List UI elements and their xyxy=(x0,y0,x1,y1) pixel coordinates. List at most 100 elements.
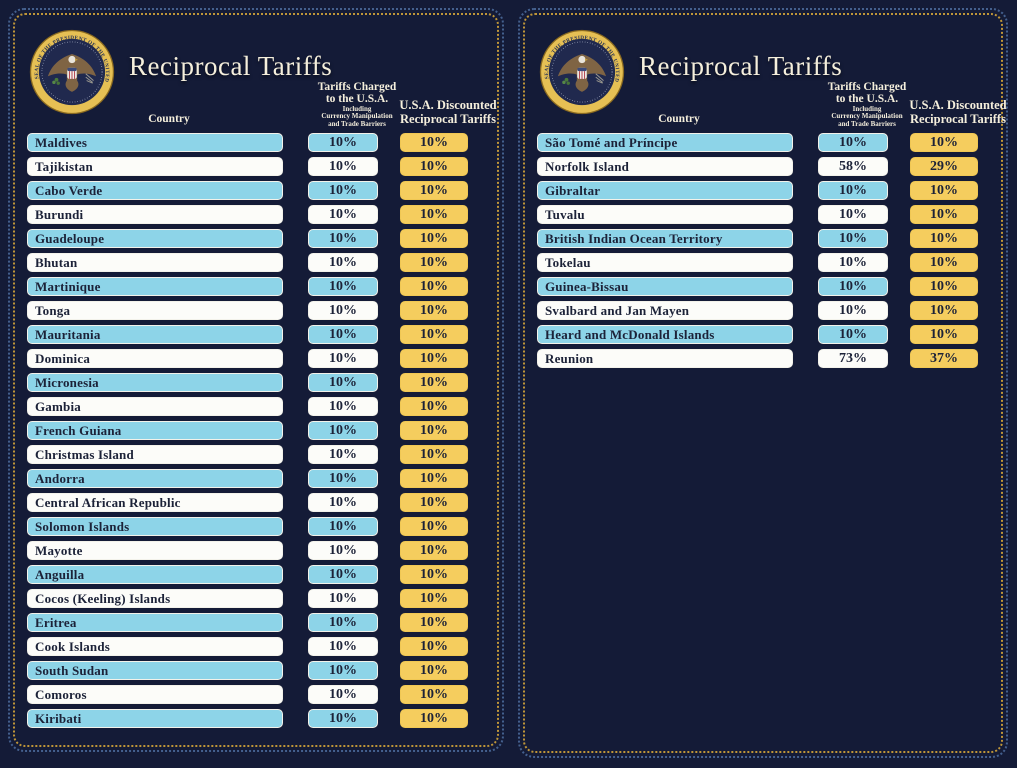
table-row: Cabo Verde 10% 10% xyxy=(27,181,489,200)
discounted-cell: 10% xyxy=(400,685,468,704)
table-row: Mauritania 10% 10% xyxy=(27,325,489,344)
discounted-cell: 10% xyxy=(910,229,978,248)
charged-cell: 10% xyxy=(308,253,378,272)
country-cell: Mauritania xyxy=(27,325,283,344)
charged-cell: 10% xyxy=(818,253,888,272)
country-label: Tuvalu xyxy=(545,206,585,222)
board-title: Reciprocal Tariffs xyxy=(639,51,843,81)
country-cell: Cabo Verde xyxy=(27,181,283,200)
country-label: Eritrea xyxy=(35,614,77,630)
column-header-charged: Tariffs Charged to the U.S.A. Including … xyxy=(317,80,397,128)
table-row: Tokelau 10% 10% xyxy=(537,253,993,272)
charged-cell: 10% xyxy=(308,445,378,464)
table-row: Svalbard and Jan Mayen 10% 10% xyxy=(537,301,993,320)
discounted-cell: 10% xyxy=(400,301,468,320)
table-row: Reunion 73% 37% xyxy=(537,349,993,368)
country-label: Guinea-Bissau xyxy=(545,278,629,294)
country-cell: Bhutan xyxy=(27,253,283,272)
charged-cell: 73% xyxy=(818,349,888,368)
table-row: Guinea-Bissau 10% 10% xyxy=(537,277,993,296)
tariff-rows: Maldives 10% 10% Tajikistan 10% 10% Cabo… xyxy=(27,133,489,728)
discounted-cell: 10% xyxy=(400,565,468,584)
discounted-cell: 10% xyxy=(910,205,978,224)
country-label: Mayotte xyxy=(35,542,83,558)
country-label: Cook Islands xyxy=(35,638,111,654)
table-row: Gibraltar 10% 10% xyxy=(537,181,993,200)
table-row: Kiribati 10% 10% xyxy=(27,709,489,728)
charged-cell: 10% xyxy=(308,589,378,608)
column-header-discounted: U.S.A. Discounted Reciprocal Tariffs xyxy=(399,98,497,126)
charged-cell: 10% xyxy=(308,181,378,200)
country-cell: Tokelau xyxy=(537,253,793,272)
country-cell: Svalbard and Jan Mayen xyxy=(537,301,793,320)
country-label: Martinique xyxy=(35,278,101,294)
column-header-discounted: U.S.A. Discounted Reciprocal Tariffs xyxy=(909,98,1007,126)
country-label: Norfolk Island xyxy=(545,158,630,174)
discounted-cell: 29% xyxy=(910,157,978,176)
country-label: Tokelau xyxy=(545,254,591,270)
country-cell: British Indian Ocean Territory xyxy=(537,229,793,248)
table-row: French Guiana 10% 10% xyxy=(27,421,489,440)
table-row: Bhutan 10% 10% xyxy=(27,253,489,272)
discounted-cell: 10% xyxy=(400,157,468,176)
charged-cell: 10% xyxy=(308,637,378,656)
country-label: Cocos (Keeling) Islands xyxy=(35,590,171,606)
charged-cell: 10% xyxy=(818,301,888,320)
charged-cell: 10% xyxy=(818,181,888,200)
country-cell: Gibraltar xyxy=(537,181,793,200)
charged-cell: 10% xyxy=(308,229,378,248)
charged-cell: 10% xyxy=(308,493,378,512)
country-label: Bhutan xyxy=(35,254,78,270)
board-title: Reciprocal Tariffs xyxy=(129,51,333,81)
country-label: Gambia xyxy=(35,398,81,414)
country-label: Mauritania xyxy=(35,326,101,342)
discounted-cell: 10% xyxy=(400,133,468,152)
table-row: Tajikistan 10% 10% xyxy=(27,157,489,176)
country-cell: Tuvalu xyxy=(537,205,793,224)
table-row: Norfolk Island 58% 29% xyxy=(537,157,993,176)
country-label: Svalbard and Jan Mayen xyxy=(545,302,690,318)
table-row: Tonga 10% 10% xyxy=(27,301,489,320)
discounted-cell: 10% xyxy=(400,181,468,200)
table-row: Maldives 10% 10% xyxy=(27,133,489,152)
tariff-rows: São Tomé and Príncipe 10% 10% Norfolk Is… xyxy=(537,133,993,368)
board-header: SEAL OF THE PRESIDENT OF THE UNITED STAT… xyxy=(537,23,1007,128)
discounted-cell: 10% xyxy=(910,325,978,344)
table-row: Christmas Island 10% 10% xyxy=(27,445,489,464)
country-cell: Maldives xyxy=(27,133,283,152)
discounted-cell: 10% xyxy=(400,205,468,224)
table-row: South Sudan 10% 10% xyxy=(27,661,489,680)
table-row: Central African Republic 10% 10% xyxy=(27,493,489,512)
table-row: Eritrea 10% 10% xyxy=(27,613,489,632)
discounted-cell: 10% xyxy=(400,397,468,416)
charged-cell: 10% xyxy=(308,469,378,488)
table-row: Gambia 10% 10% xyxy=(27,397,489,416)
discounted-cell: 10% xyxy=(910,133,978,152)
discounted-cell: 10% xyxy=(400,445,468,464)
country-label: Anguilla xyxy=(35,566,85,582)
country-label: Heard and McDonald Islands xyxy=(545,326,715,342)
country-cell: Kiribati xyxy=(27,709,283,728)
country-label: Tonga xyxy=(35,302,71,318)
country-cell: Gambia xyxy=(27,397,283,416)
discounted-cell: 10% xyxy=(400,325,468,344)
charged-cell: 10% xyxy=(308,301,378,320)
table-row: Heard and McDonald Islands 10% 10% xyxy=(537,325,993,344)
country-label: Christmas Island xyxy=(35,446,134,462)
country-label: Tajikistan xyxy=(35,158,93,174)
table-row: Anguilla 10% 10% xyxy=(27,565,489,584)
discounted-cell: 10% xyxy=(400,709,468,728)
country-cell: Tajikistan xyxy=(27,157,283,176)
country-cell: Guadeloupe xyxy=(27,229,283,248)
column-header-charged: Tariffs Charged to the U.S.A. Including … xyxy=(827,80,907,128)
charged-cell: 10% xyxy=(308,325,378,344)
country-label: Burundi xyxy=(35,206,84,222)
board-header: SEAL OF THE PRESIDENT OF THE UNITED STAT… xyxy=(27,23,497,128)
charged-cell: 10% xyxy=(308,541,378,560)
discounted-cell: 10% xyxy=(400,493,468,512)
charged-cell: 10% xyxy=(308,709,378,728)
country-label: Micronesia xyxy=(35,374,99,390)
tariff-board-left: SEAL OF THE PRESIDENT OF THE UNITED STAT… xyxy=(8,8,504,752)
country-cell: Micronesia xyxy=(27,373,283,392)
country-label: South Sudan xyxy=(35,662,109,678)
